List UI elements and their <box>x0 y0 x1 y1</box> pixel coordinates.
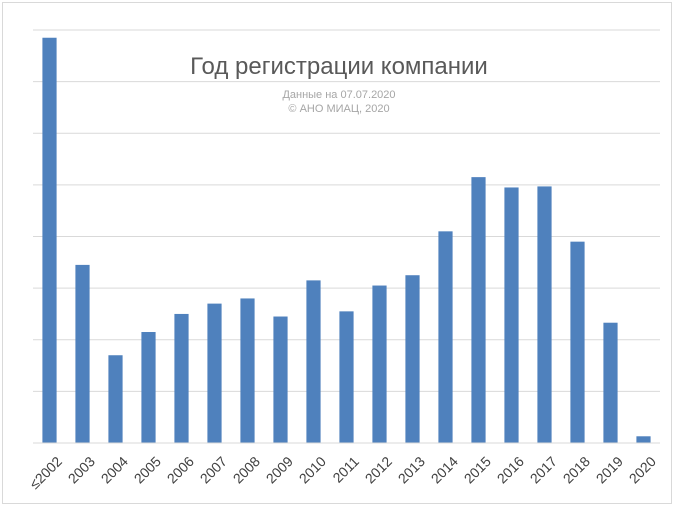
bar-2017 <box>537 186 552 444</box>
chart-subtitle-date: Данные на 07.07.2020 <box>282 89 395 101</box>
x-tick-label: 2019 <box>593 453 626 486</box>
bar-2004 <box>108 355 123 443</box>
x-tick-label: 2017 <box>527 453 560 486</box>
bar-2016 <box>504 187 519 443</box>
x-tick-label: 2016 <box>494 453 527 486</box>
bar-2019 <box>603 322 618 443</box>
gridlines <box>33 29 660 392</box>
bar-2020 <box>636 436 651 443</box>
x-axis-tick-labels: ≤2002 2003 2004 2005 2006 2007 2008 2009 2010 201… <box>26 453 659 492</box>
x-tick-label: 2006 <box>164 453 197 486</box>
bar-2008 <box>240 298 255 443</box>
bar-series <box>42 37 651 444</box>
bar-2010 <box>306 280 321 443</box>
bar-2015 <box>471 177 486 443</box>
bar-2013 <box>405 275 420 443</box>
chart-subtitle-copyright: © АНО МИАЦ, 2020 <box>288 103 389 115</box>
x-tick-label: 2013 <box>395 453 428 486</box>
bar-2006 <box>174 313 189 443</box>
bar-2012 <box>372 285 387 443</box>
x-tick-label: 2004 <box>98 453 131 486</box>
x-tick-label: 2003 <box>65 453 98 486</box>
x-tick-label: 2005 <box>131 453 164 486</box>
x-tick-label: ≤2002 <box>26 453 65 492</box>
title-background <box>172 50 506 80</box>
x-tick-label: 2012 <box>362 453 395 486</box>
bar-2005 <box>141 332 156 443</box>
x-tick-label: 2011 <box>329 453 362 486</box>
x-tick-label: 2020 <box>626 453 659 486</box>
bar-≤2002 <box>42 37 57 444</box>
bar-2003 <box>75 264 90 443</box>
x-tick-label: 2009 <box>263 453 296 486</box>
chart-title: Год регистрации компании <box>190 53 488 80</box>
title-block: Год регистрации компании Данные на 07.07… <box>172 50 506 115</box>
bar-2011 <box>339 311 354 443</box>
bar-2007 <box>207 303 222 443</box>
x-tick-label: 2008 <box>230 453 263 486</box>
x-tick-label: 2010 <box>296 453 329 486</box>
x-tick-label: 2015 <box>461 453 494 486</box>
bar-2014 <box>438 231 453 443</box>
x-tick-label: 2007 <box>197 453 230 486</box>
x-tick-label: 2018 <box>560 453 593 486</box>
bar-2018 <box>570 241 585 443</box>
x-tick-label: 2014 <box>428 453 461 486</box>
bar-2009 <box>273 316 288 443</box>
